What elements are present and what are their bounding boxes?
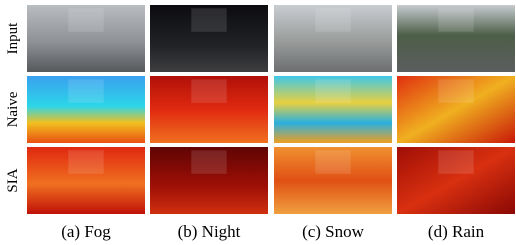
row-label: SIA	[5, 168, 21, 192]
image-highlight	[191, 79, 226, 102]
image-highlight	[191, 8, 226, 31]
column-caption: (d) Rain	[428, 222, 485, 241]
image-highlight	[68, 150, 103, 173]
image-highlight	[315, 8, 350, 31]
image-highlight	[438, 8, 473, 31]
page: Input Naive SIA (a) Fog (b) Night (c) Snow (d)…	[0, 0, 516, 245]
column-caption: (a) Fog	[61, 222, 111, 241]
column-caption: (c) Snow	[302, 222, 365, 241]
figure: Input Naive SIA (a) Fog (b) Night (c) Snow (d)…	[0, 0, 516, 245]
column-caption: (b) Night	[178, 222, 241, 241]
row-label: Input	[5, 22, 21, 54]
image-highlight	[315, 79, 350, 102]
image-grid	[27, 5, 515, 214]
image-highlight	[315, 150, 350, 173]
image-highlight	[438, 79, 473, 102]
image-highlight	[191, 150, 226, 173]
row-label: Naive	[5, 91, 21, 127]
image-highlight	[68, 79, 103, 102]
image-highlight	[438, 150, 473, 173]
image-highlight	[68, 8, 103, 31]
